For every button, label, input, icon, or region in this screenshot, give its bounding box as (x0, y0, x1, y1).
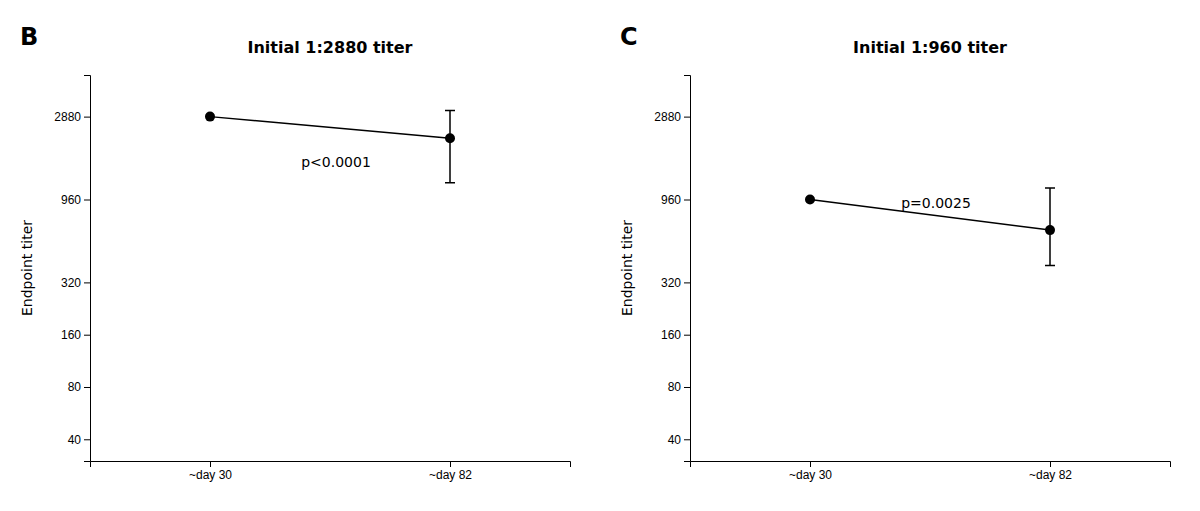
x-tick: ~day 30 (789, 461, 832, 482)
y-tick: 80 (68, 380, 90, 394)
y-tick-mark (84, 439, 90, 440)
y-tick-mark (684, 439, 690, 440)
y-tick-label: 160 (661, 328, 681, 342)
y-tick-mark (684, 282, 690, 283)
y-tick-mark (84, 117, 90, 118)
y-tick: 160 (61, 328, 90, 342)
y-tick-mark (684, 117, 690, 118)
y-axis-line (84, 76, 91, 462)
x-tick: ~day 82 (1029, 461, 1072, 482)
x-axis-line (691, 462, 1171, 468)
data-line (210, 117, 450, 139)
y-tick: 2880 (54, 110, 90, 124)
y-tick: 320 (661, 276, 690, 290)
y-tick: 40 (68, 433, 90, 447)
y-axis-title: Endpoint titer (619, 220, 635, 316)
x-tick: ~day 82 (429, 461, 472, 482)
y-tick-label: 320 (661, 276, 681, 290)
y-axis: 40 80 160 320 960 2880 (654, 76, 690, 462)
x-axis: ~day 30 ~day 82 (91, 461, 571, 482)
chart-root: 40 80 160 320 960 2880 ~day 30 ~day 82 p<0.0001 I… (0, 0, 1200, 511)
y-tick-label: 2880 (654, 110, 681, 124)
x-tick: ~day 30 (189, 461, 232, 482)
chart-title: Initial 1:960 titer (853, 38, 1007, 57)
y-tick-label: 2880 (54, 110, 81, 124)
x-tick-label: ~day 30 (789, 468, 832, 482)
y-tick-mark (84, 200, 90, 201)
x-axis: ~day 30 ~day 82 (691, 461, 1171, 482)
x-tick-label: ~day 30 (189, 468, 232, 482)
y-tick: 160 (661, 328, 690, 342)
y-tick-label: 80 (668, 380, 682, 394)
y-tick-mark (684, 335, 690, 336)
y-axis: 40 80 160 320 960 2880 (54, 76, 90, 462)
y-tick-label: 320 (61, 276, 81, 290)
y-axis-title: Endpoint titer (19, 220, 35, 316)
y-tick-mark (84, 282, 90, 283)
y-tick-label: 40 (668, 433, 682, 447)
y-tick-mark (684, 387, 690, 388)
y-tick-label: 80 (68, 380, 82, 394)
y-tick-label: 960 (61, 193, 81, 207)
x-tick-mark (1050, 461, 1051, 467)
data-point (205, 112, 215, 122)
y-tick: 2880 (654, 110, 690, 124)
chart-title: Initial 1:2880 titer (248, 38, 413, 57)
error-bar (1045, 188, 1055, 266)
panel: 40 80 160 320 960 2880 ~day 30 ~day 82 p=0.0025 I… (619, 23, 1171, 482)
y-tick-label: 160 (61, 328, 81, 342)
x-axis-line (91, 462, 571, 468)
y-tick-mark (84, 387, 90, 388)
panel-label: B (20, 23, 38, 51)
x-tick-mark (450, 461, 451, 467)
data-point (805, 195, 815, 205)
data-point (1045, 225, 1055, 235)
x-tick-mark (810, 461, 811, 467)
y-tick-label: 40 (68, 433, 82, 447)
x-tick-label: ~day 82 (429, 468, 472, 482)
y-tick: 40 (668, 433, 690, 447)
panel-label: C (620, 23, 638, 51)
plot-area (805, 188, 1055, 266)
y-tick: 80 (668, 380, 690, 394)
y-tick-mark (84, 335, 90, 336)
y-tick: 960 (61, 193, 90, 207)
data-point (445, 133, 455, 143)
x-tick-mark (210, 461, 211, 467)
y-tick: 320 (61, 276, 90, 290)
annotation: p<0.0001 (301, 154, 371, 170)
y-tick-label: 960 (661, 193, 681, 207)
plot-area (205, 111, 455, 183)
panel: 40 80 160 320 960 2880 ~day 30 ~day 82 p<0.0001 I… (19, 23, 571, 482)
y-tick: 960 (661, 193, 690, 207)
y-tick-mark (684, 200, 690, 201)
y-axis-line (684, 76, 691, 462)
annotation: p=0.0025 (901, 195, 971, 211)
x-tick-label: ~day 82 (1029, 468, 1072, 482)
error-bar (445, 111, 455, 183)
